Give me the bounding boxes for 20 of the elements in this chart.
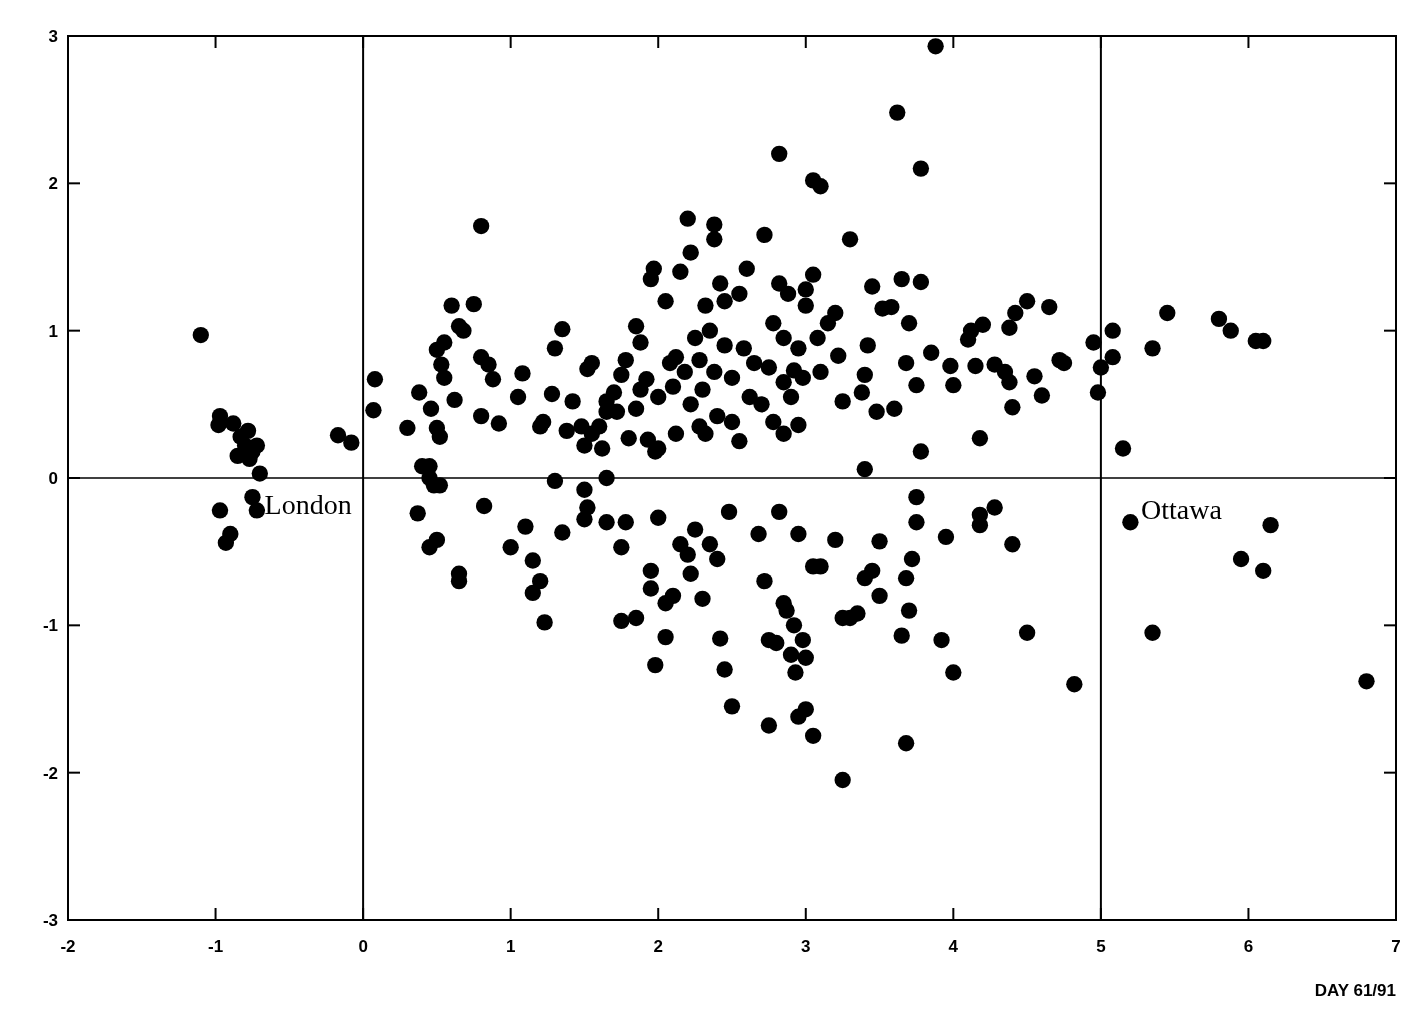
x-tick-label: 2 bbox=[653, 937, 663, 956]
x-tick-label: -2 bbox=[60, 937, 76, 956]
x-tick-label: 7 bbox=[1391, 937, 1401, 956]
y-tick-label: -2 bbox=[42, 763, 58, 783]
x-tick-label: 5 bbox=[1096, 937, 1106, 956]
y-tick-label: 2 bbox=[48, 174, 58, 194]
x-tick-label: 3 bbox=[801, 937, 811, 956]
x-axis-title: DAY 61/91 bbox=[1314, 981, 1396, 1000]
x-tick-label: 6 bbox=[1243, 937, 1254, 956]
y-tick-label: 0 bbox=[48, 468, 58, 488]
annotation: London bbox=[264, 489, 352, 521]
y-tick-label: 1 bbox=[48, 321, 58, 341]
x-tick-label: 1 bbox=[505, 937, 516, 956]
y-tick-label: -1 bbox=[42, 616, 58, 636]
x-tick-label: 0 bbox=[358, 937, 368, 956]
x-tick-label: -1 bbox=[207, 937, 224, 956]
annotation: Ottawa bbox=[1141, 493, 1223, 525]
x-tick-label: 4 bbox=[948, 937, 959, 956]
y-tick-label: -3 bbox=[42, 910, 58, 930]
y-tick-label: 3 bbox=[48, 26, 58, 46]
